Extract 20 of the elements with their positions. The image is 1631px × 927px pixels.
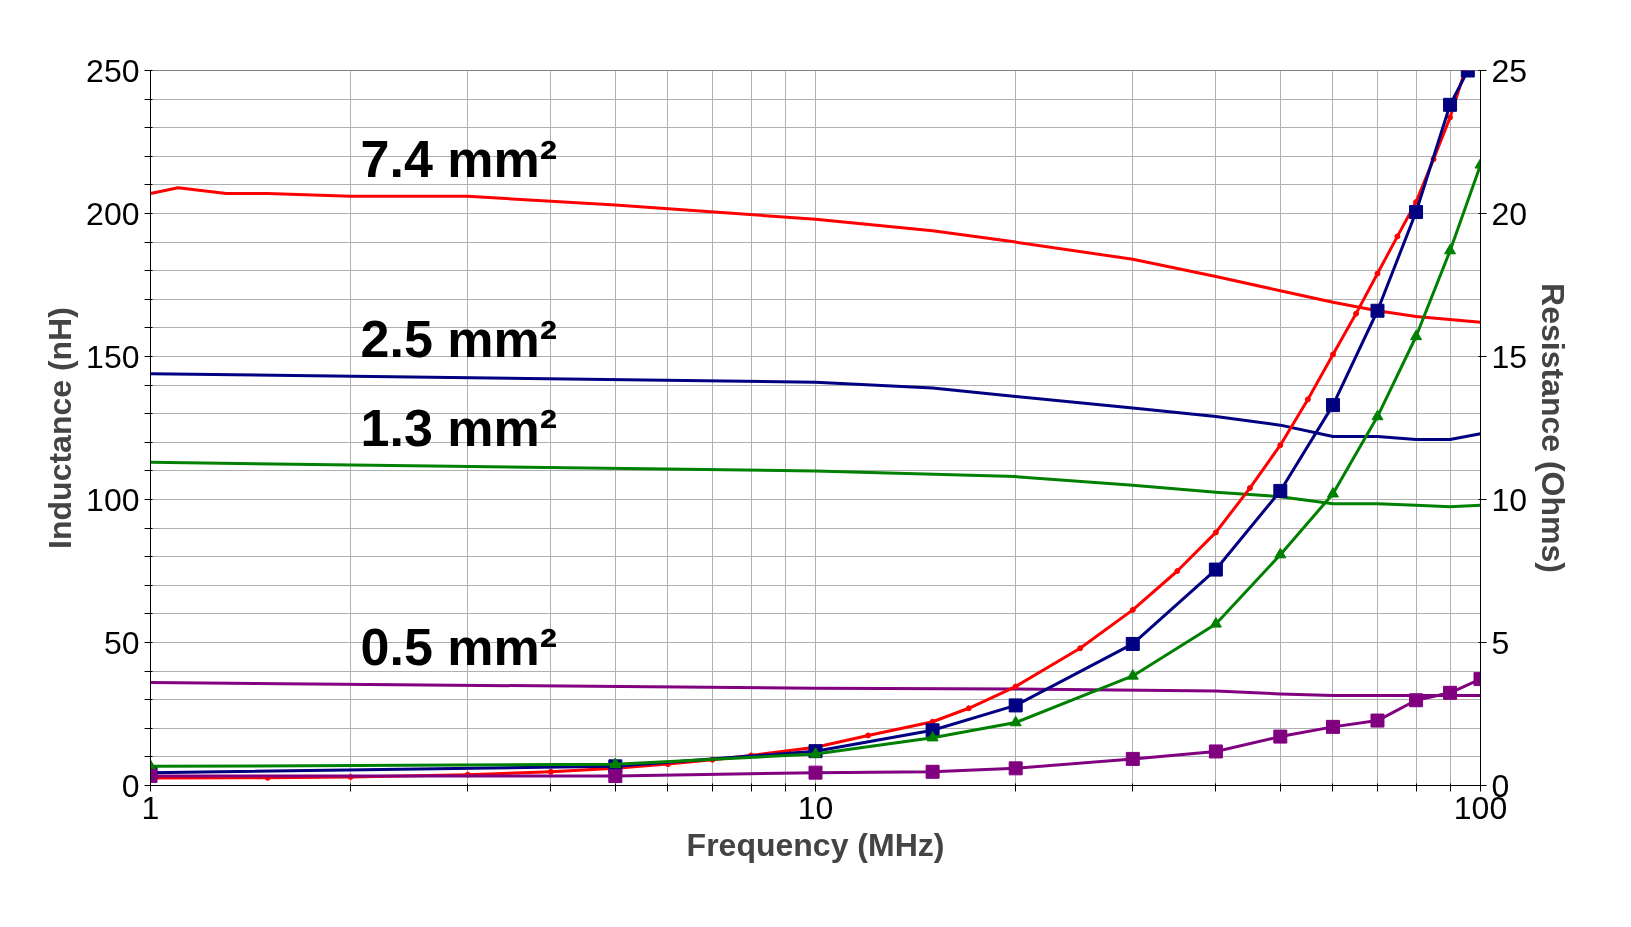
y2-tick-label: 5 [1491,624,1510,661]
y-axis-title: Inductance (nH) [42,307,79,549]
x-axis-title: Frequency (MHz) [686,826,945,863]
y2-tick-label: 20 [1491,195,1528,232]
series-label: 2.5 mm² [360,310,558,369]
x-tick-label: 10 [797,789,834,826]
y-tick-label: 150 [86,338,140,375]
series-label: 7.4 mm² [360,130,558,189]
series-label: 0.5 mm² [360,618,558,677]
y-tick-label: 100 [86,481,140,518]
x-tick-label: 1 [141,789,160,826]
y-tick-label: 200 [86,195,140,232]
y-tick-label: 250 [86,52,140,89]
series-label: 1.3 mm² [360,399,558,458]
y2-axis-title: Resistance (Ohms) [1535,283,1572,573]
y2-tick-label: 10 [1491,481,1528,518]
y-tick-label: 50 [103,624,140,661]
y2-tick-label: 15 [1491,338,1528,375]
y-tick-label: 0 [121,767,140,804]
y2-tick-label: 25 [1491,52,1528,89]
